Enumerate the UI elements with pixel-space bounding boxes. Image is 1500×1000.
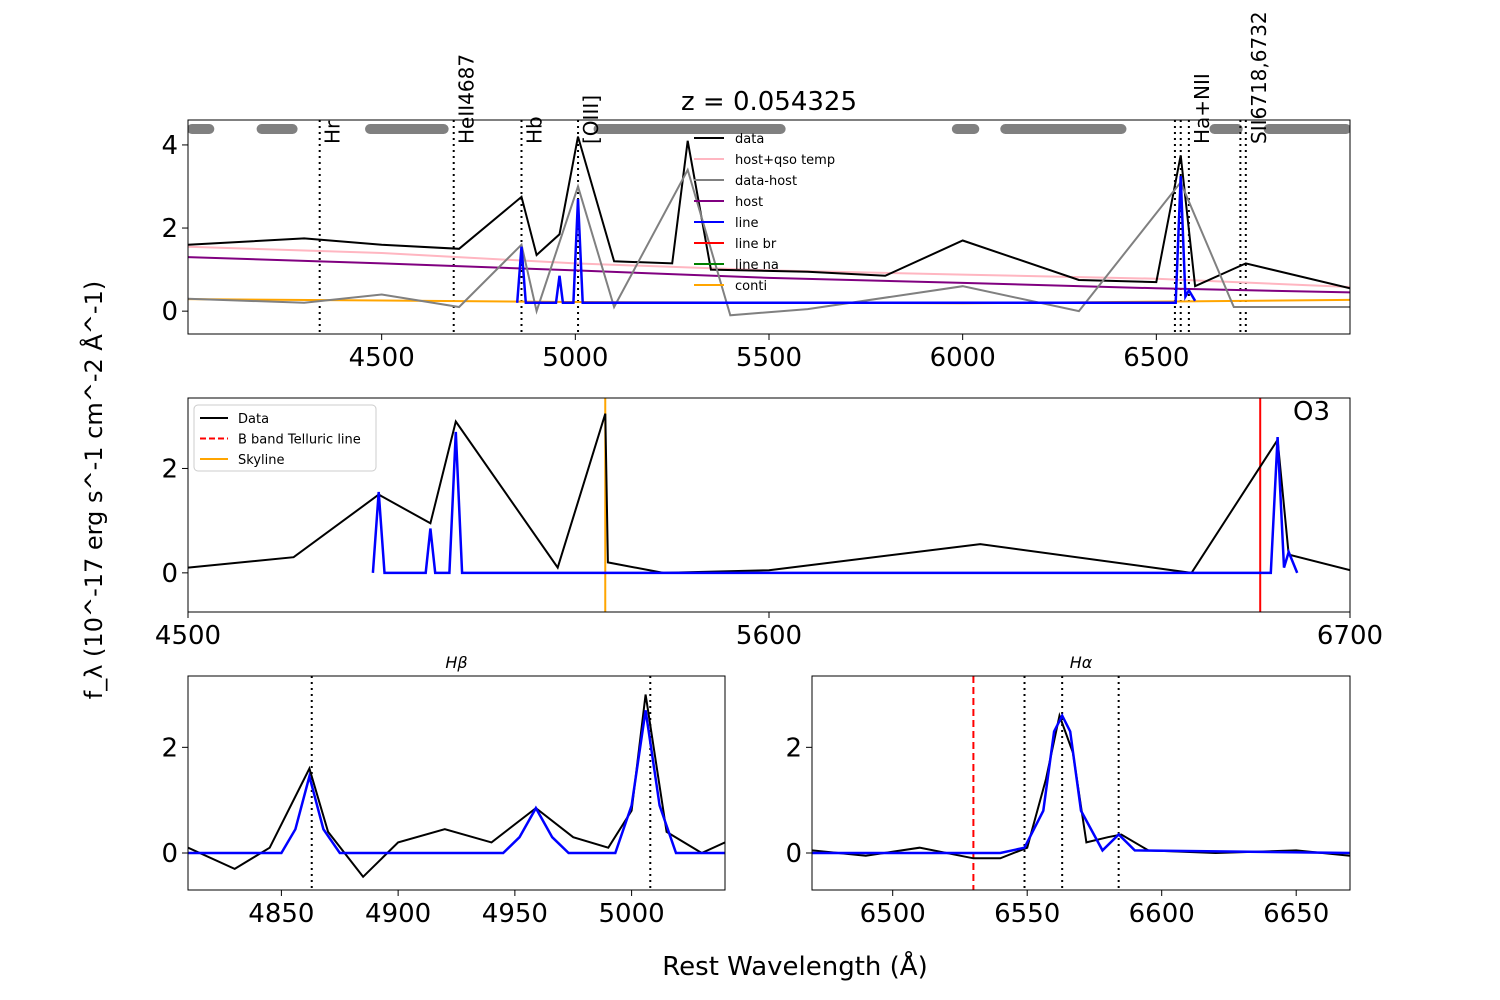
x-tick-label: 6650 — [1263, 899, 1329, 929]
line-marker-label: Ha+NII — [1190, 73, 1214, 144]
series-line-host — [188, 256, 1350, 294]
x-tick-label: 5000 — [599, 899, 665, 929]
x-tick-label: 6700 — [1317, 621, 1383, 651]
panel-label: O3 — [1293, 397, 1330, 427]
legend-entry: host+qso temp — [735, 153, 835, 168]
series-line-line — [812, 712, 1350, 855]
legend-entry: host — [735, 195, 763, 210]
legend-entry: Skyline — [238, 453, 284, 468]
x-tick-label: 6000 — [930, 343, 996, 373]
series-line-data-host — [188, 167, 1350, 317]
panel-1: 4500 5600 6700 0 2 O3 Data B band Telluric line… — [155, 397, 1383, 651]
x-tick-label: 4950 — [482, 899, 548, 929]
x-tick-label: 5000 — [542, 343, 608, 373]
legend: Data B band Telluric line Skyline — [193, 404, 377, 472]
plot-area — [812, 676, 1350, 890]
axes-frame — [811, 675, 1351, 891]
panel-0: 4500 5000 5500 6000 6500 0 2 4 z = 0.054325 Hr HeI… — [161, 11, 1351, 373]
figure-ylabel: f_λ (10^-17 erg s^-1 cm^-2 Å^-1) — [79, 281, 108, 699]
legend-entry: conti — [735, 279, 767, 294]
x-tick-label: 4850 — [248, 899, 314, 929]
x-tick-label: 5500 — [736, 343, 802, 373]
y-tick-label: 0 — [161, 839, 178, 869]
legend-entry: data — [735, 132, 764, 147]
panel-title: Hα — [1070, 653, 1093, 672]
x-tick-label: 4500 — [349, 343, 415, 373]
x-tick-label: 6500 — [1123, 343, 1189, 373]
plot-area — [188, 120, 1350, 334]
x-tick-label: 4500 — [155, 621, 221, 651]
panel-3: 6500 6550 6600 6650 0 2 Hα — [785, 653, 1351, 929]
line-marker-label: HeII4687 — [455, 54, 479, 144]
panel-title: Hβ — [445, 653, 467, 672]
x-tick-label: 4900 — [365, 899, 431, 929]
plot-area — [188, 398, 1350, 612]
series-line-data — [812, 711, 1350, 860]
legend-entry: line — [735, 216, 758, 231]
series-line-line — [371, 431, 1299, 575]
panel-2: 4850 4900 4950 5000 0 2 Hβ — [161, 653, 726, 929]
x-tick-label: 5600 — [736, 621, 802, 651]
line-marker-label: [OIII] — [579, 95, 603, 144]
axes-frame — [187, 675, 726, 891]
legend-entry: data-host — [735, 174, 797, 189]
legend-entry: Data — [238, 412, 269, 427]
plot-area — [188, 676, 725, 890]
legend-entry: line br — [735, 237, 777, 252]
x-tick-label: 6550 — [994, 899, 1060, 929]
y-tick-label: 2 — [161, 214, 178, 244]
line-marker-label: SII6718,6732 — [1247, 11, 1271, 144]
line-marker-label: Hb — [522, 116, 546, 144]
line-marker-label: Hr — [321, 120, 345, 144]
y-tick-label: 0 — [161, 559, 178, 589]
legend-entry: line na — [735, 258, 779, 273]
series-line-data — [188, 413, 1350, 574]
y-tick-label: 4 — [161, 131, 178, 161]
legend: data host+qso temp data-host host line line b… — [694, 132, 835, 294]
series-line-line — [515, 176, 1197, 305]
figure-xlabel: Rest Wavelength (Å) — [662, 950, 927, 982]
y-tick-label: 0 — [785, 839, 802, 869]
series-line-data — [188, 136, 1350, 290]
legend-box — [193, 404, 377, 472]
x-tick-label: 6500 — [860, 899, 926, 929]
y-tick-label: 0 — [161, 297, 178, 327]
legend-entry: B band Telluric line — [238, 433, 361, 448]
series-line-line — [188, 710, 725, 855]
y-tick-label: 2 — [161, 454, 178, 484]
series-line-data — [188, 694, 725, 879]
y-tick-label: 2 — [161, 733, 178, 763]
panel-title: z = 0.054325 — [681, 87, 857, 117]
x-tick-label: 6600 — [1129, 899, 1195, 929]
y-tick-label: 2 — [785, 733, 802, 763]
